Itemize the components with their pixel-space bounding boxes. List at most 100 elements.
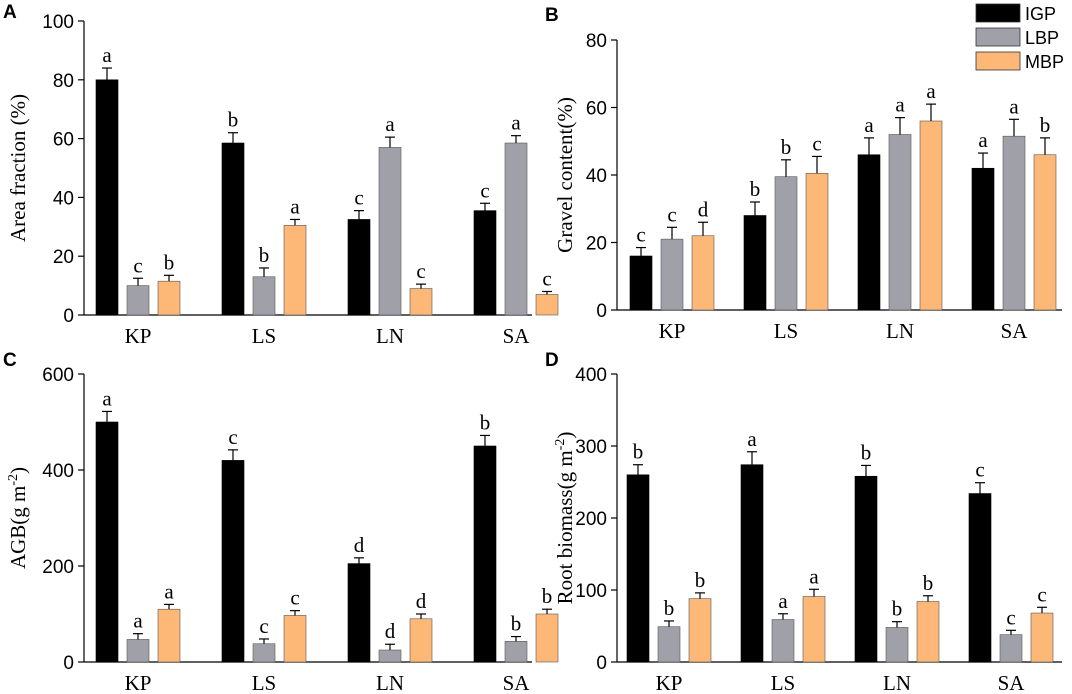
significance-letter: d — [416, 589, 427, 613]
significance-letter: c — [480, 178, 489, 202]
significance-letter: a — [385, 112, 395, 136]
bar-lbp-ln — [378, 147, 402, 316]
bar-lbp-ls — [774, 176, 798, 311]
significance-letter: a — [747, 427, 757, 451]
significance-letter: b — [228, 108, 239, 132]
significance-letter: a — [978, 128, 988, 152]
bar-igp-kp — [629, 255, 653, 311]
x-tick-label: LN — [886, 319, 914, 343]
x-tick-label: KP — [656, 671, 683, 694]
bar-lbp-kp — [126, 285, 150, 316]
significance-letter: b — [633, 440, 644, 464]
bar-igp-sa — [473, 210, 497, 316]
legend-swatch-lbp — [975, 27, 1021, 47]
x-tick-label: KP — [659, 319, 686, 343]
y-tick-label: 100 — [42, 12, 74, 33]
significance-letter: c — [542, 266, 551, 290]
bar-mbp-ls — [802, 596, 826, 663]
bar-igp-ls — [743, 215, 767, 311]
significance-letter: b — [259, 243, 270, 267]
y-tick-label: 200 — [42, 557, 74, 578]
significance-letter: b — [750, 177, 761, 201]
legend-swatch-igp — [975, 3, 1021, 23]
significance-letter: b — [781, 135, 792, 159]
y-tick-label: 100 — [575, 581, 607, 602]
bar-lbp-kp — [660, 238, 684, 311]
x-tick-label: LN — [376, 671, 404, 694]
bar-mbp-kp — [157, 608, 181, 663]
significance-letter: a — [102, 43, 112, 67]
legend: IGP LBP MBP — [975, 3, 1064, 72]
x-tick-label: LS — [252, 324, 277, 348]
bar-mbp-sa — [535, 613, 559, 663]
bar-mbp-ln — [409, 618, 433, 663]
y-tick-label: 400 — [42, 461, 74, 482]
y-tick-label: 0 — [63, 653, 74, 674]
bar-mbp-ls — [283, 615, 307, 663]
y-tick-label: 20 — [53, 247, 74, 268]
significance-letter: a — [778, 589, 788, 613]
significance-letter: b — [480, 410, 491, 434]
y-tick-label: 60 — [586, 99, 607, 120]
y-tick-label: 0 — [596, 301, 607, 322]
bar-lbp-sa — [1002, 135, 1026, 311]
significance-letter: d — [385, 619, 396, 643]
significance-letter: d — [698, 197, 709, 221]
bar-lbp-ln — [378, 649, 402, 663]
significance-letter: a — [511, 111, 521, 135]
x-tick-label: SA — [1001, 319, 1029, 343]
significance-letter: a — [926, 79, 936, 103]
significance-letter: c — [667, 202, 676, 226]
bar-mbp-sa — [535, 294, 559, 316]
bar-mbp-ln — [409, 288, 433, 316]
significance-letter: c — [133, 253, 142, 277]
x-tick-label: KP — [125, 324, 152, 348]
significance-letter: b — [542, 584, 553, 608]
legend-label-lbp: LBP — [1025, 28, 1059, 48]
x-tick-label: LN — [376, 324, 404, 348]
y-tick-label: 0 — [596, 653, 607, 674]
bar-igp-ln — [854, 475, 878, 663]
significance-letter: b — [511, 612, 522, 636]
significance-letter: c — [812, 131, 821, 155]
bar-lbp-ln — [885, 627, 909, 663]
legend-swatch-mbp — [975, 51, 1021, 71]
significance-letter: a — [290, 194, 300, 218]
significance-letter: a — [809, 564, 819, 588]
bar-lbp-ln — [888, 134, 912, 311]
significance-letter: b — [861, 440, 872, 464]
bar-igp-ls — [740, 464, 764, 663]
x-tick-label: LS — [252, 671, 277, 694]
y-tick-label: 80 — [53, 71, 74, 92]
y-tick-label: 20 — [586, 234, 607, 255]
y-axis-label: AGB(g m-2) — [6, 467, 30, 569]
significance-letter: c — [290, 586, 299, 610]
bar-igp-sa — [473, 445, 497, 663]
x-tick-label: LS — [774, 319, 799, 343]
bar-mbp-sa — [1030, 612, 1054, 663]
bar-igp-ls — [221, 460, 245, 663]
bar-lbp-sa — [504, 641, 528, 663]
bar-mbp-ln — [916, 601, 940, 663]
bar-mbp-kp — [691, 235, 715, 311]
bar-lbp-sa — [999, 634, 1023, 663]
significance-letter: a — [895, 93, 905, 117]
significance-letter: c — [975, 458, 984, 482]
significance-letter: b — [164, 250, 175, 274]
bar-lbp-ls — [771, 619, 795, 663]
y-tick-label: 600 — [42, 365, 74, 386]
significance-letter: a — [864, 113, 874, 137]
panel-letter-d: D — [545, 350, 559, 371]
significance-letter: c — [228, 425, 237, 449]
significance-letter: c — [416, 259, 425, 283]
bar-lbp-ls — [252, 643, 276, 663]
legend-label-igp: IGP — [1025, 4, 1056, 24]
y-tick-label: 80 — [586, 31, 607, 52]
bar-mbp-ls — [805, 173, 829, 311]
y-tick-label: 400 — [575, 365, 607, 386]
significance-letter: b — [923, 571, 934, 595]
x-tick-label: LS — [771, 671, 796, 694]
